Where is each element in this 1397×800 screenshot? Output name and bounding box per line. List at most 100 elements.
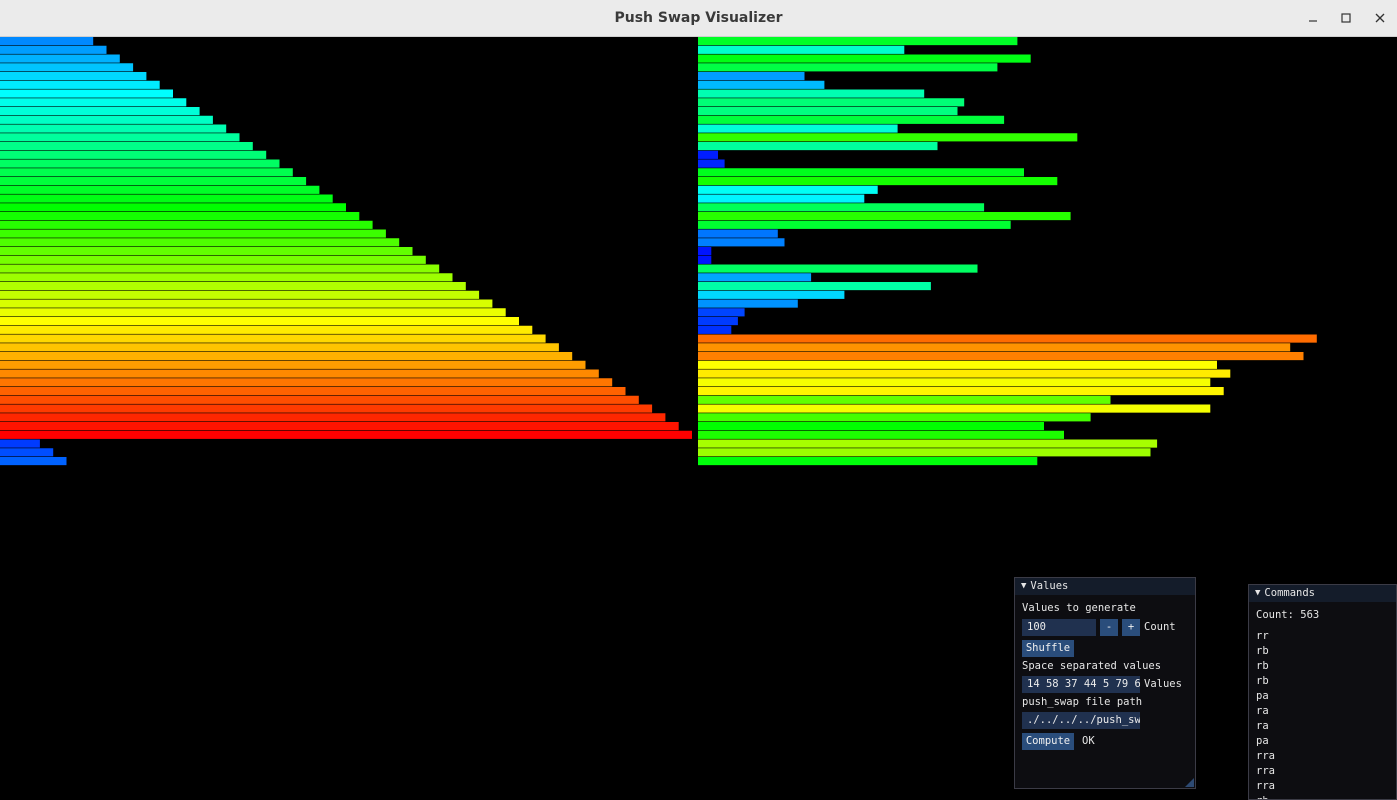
stack-bar [0,457,67,466]
stack-bar [698,142,938,151]
visualization-canvas [0,37,1317,466]
minimize-icon [1309,20,1317,22]
stack-bar [698,115,1005,124]
stack-bar [698,229,778,238]
commands-panel-header[interactable]: ▼ Commands [1249,585,1396,602]
stack-a [0,37,692,466]
stack-bar [0,212,360,221]
stack-bar [0,317,519,326]
stack-bar [0,360,586,369]
stack-bar [698,448,1151,457]
stack-bar [698,150,718,159]
stack-bar [0,45,107,54]
stack-bar [0,299,493,308]
stack-bar [0,430,692,439]
stack-bar [698,89,925,98]
stack-bar [698,133,1078,142]
stack-bar [698,98,965,107]
collapse-triangle-icon[interactable]: ▼ [1255,588,1261,598]
stack-bar [698,54,1031,63]
stack-bar [698,413,1091,422]
values-label: Values [1144,678,1182,690]
space-values-label: Space separated values [1022,660,1162,672]
path-input[interactable]: ./../../../push_sw [1022,712,1140,729]
stack-bar [0,255,426,264]
stack-bar [698,299,798,308]
stack-bar [698,159,725,168]
stack-bar [0,177,307,186]
stack-bar [698,238,785,247]
minimize-button[interactable] [1302,8,1324,28]
values-panel-header[interactable]: ▼ Values [1015,578,1195,595]
stack-bar [0,448,54,457]
stack-bar [698,282,931,291]
command-item: pa [1256,690,1269,702]
stack-bar [0,229,386,238]
command-item: rr [1256,630,1269,642]
stack-bar [0,290,480,299]
compute-status: OK [1082,735,1095,747]
commands-panel-title: Commands [1264,587,1315,599]
maximize-button[interactable] [1335,8,1357,28]
decrement-button[interactable]: - [1100,619,1118,636]
path-label: push_swap file path [1022,696,1143,708]
commands-panel: ▼ Commands Count: 563 rr rb rb rb pa ra ra pa rr… [1248,584,1397,800]
stack-bar [698,124,898,133]
stack-bar [698,378,1211,387]
values-input[interactable]: 14 58 37 44 5 79 6 [1022,676,1140,693]
stack-bar [0,439,40,448]
command-item: rb [1256,794,1275,799]
stack-bar [0,220,373,229]
resize-grip-icon[interactable] [1185,778,1194,787]
stack-bar [698,37,1018,46]
stack-bar [698,387,1224,396]
stack-bar [0,107,200,116]
stack-bar [0,124,227,133]
stack-bar [698,220,1011,229]
stack-bar [0,37,94,46]
stack-bar [0,334,546,343]
stack-bar [0,80,160,89]
close-icon [1375,13,1385,23]
stack-bar [0,387,626,396]
title-bar: Push Swap Visualizer [0,0,1397,37]
stack-bar [0,238,400,247]
stack-bar [0,63,134,72]
compute-button[interactable]: Compute [1022,733,1074,750]
stack-bar [0,404,653,413]
command-list: rr rb rb rb pa ra ra pa rra rra rra rb [1256,629,1275,799]
command-item: rb [1256,675,1269,687]
collapse-triangle-icon[interactable]: ▼ [1021,581,1027,591]
stack-bar [0,413,666,422]
stack-bar [698,80,825,89]
stack-bar [698,168,1024,177]
stack-bar [698,107,958,116]
stack-bar [0,89,173,98]
command-item: rra [1256,780,1275,792]
stack-bar [0,72,147,81]
stack-bar [698,45,905,54]
stack-bar [0,308,506,317]
stack-bar [0,273,453,282]
stack-bar [698,352,1304,361]
stack-bar [698,194,865,203]
stack-bar [698,325,732,334]
command-item: rra [1256,765,1275,777]
command-item: rb [1256,645,1269,657]
stack-bar [0,168,293,177]
stack-bar [0,159,280,168]
stack-bar [0,185,320,194]
stack-bar [0,378,613,387]
count-input[interactable]: 100 [1022,619,1096,636]
stack-bar [0,422,679,431]
command-item: ra [1256,705,1269,717]
increment-button[interactable]: + [1122,619,1140,636]
stack-bar [0,98,187,107]
stack-bar [698,72,805,81]
stack-bar [698,185,878,194]
close-button[interactable] [1369,8,1391,28]
shuffle-button[interactable]: Shuffle [1022,640,1074,657]
stack-bar [698,457,1038,466]
window-title: Push Swap Visualizer [614,10,783,26]
stack-bar [0,115,213,124]
